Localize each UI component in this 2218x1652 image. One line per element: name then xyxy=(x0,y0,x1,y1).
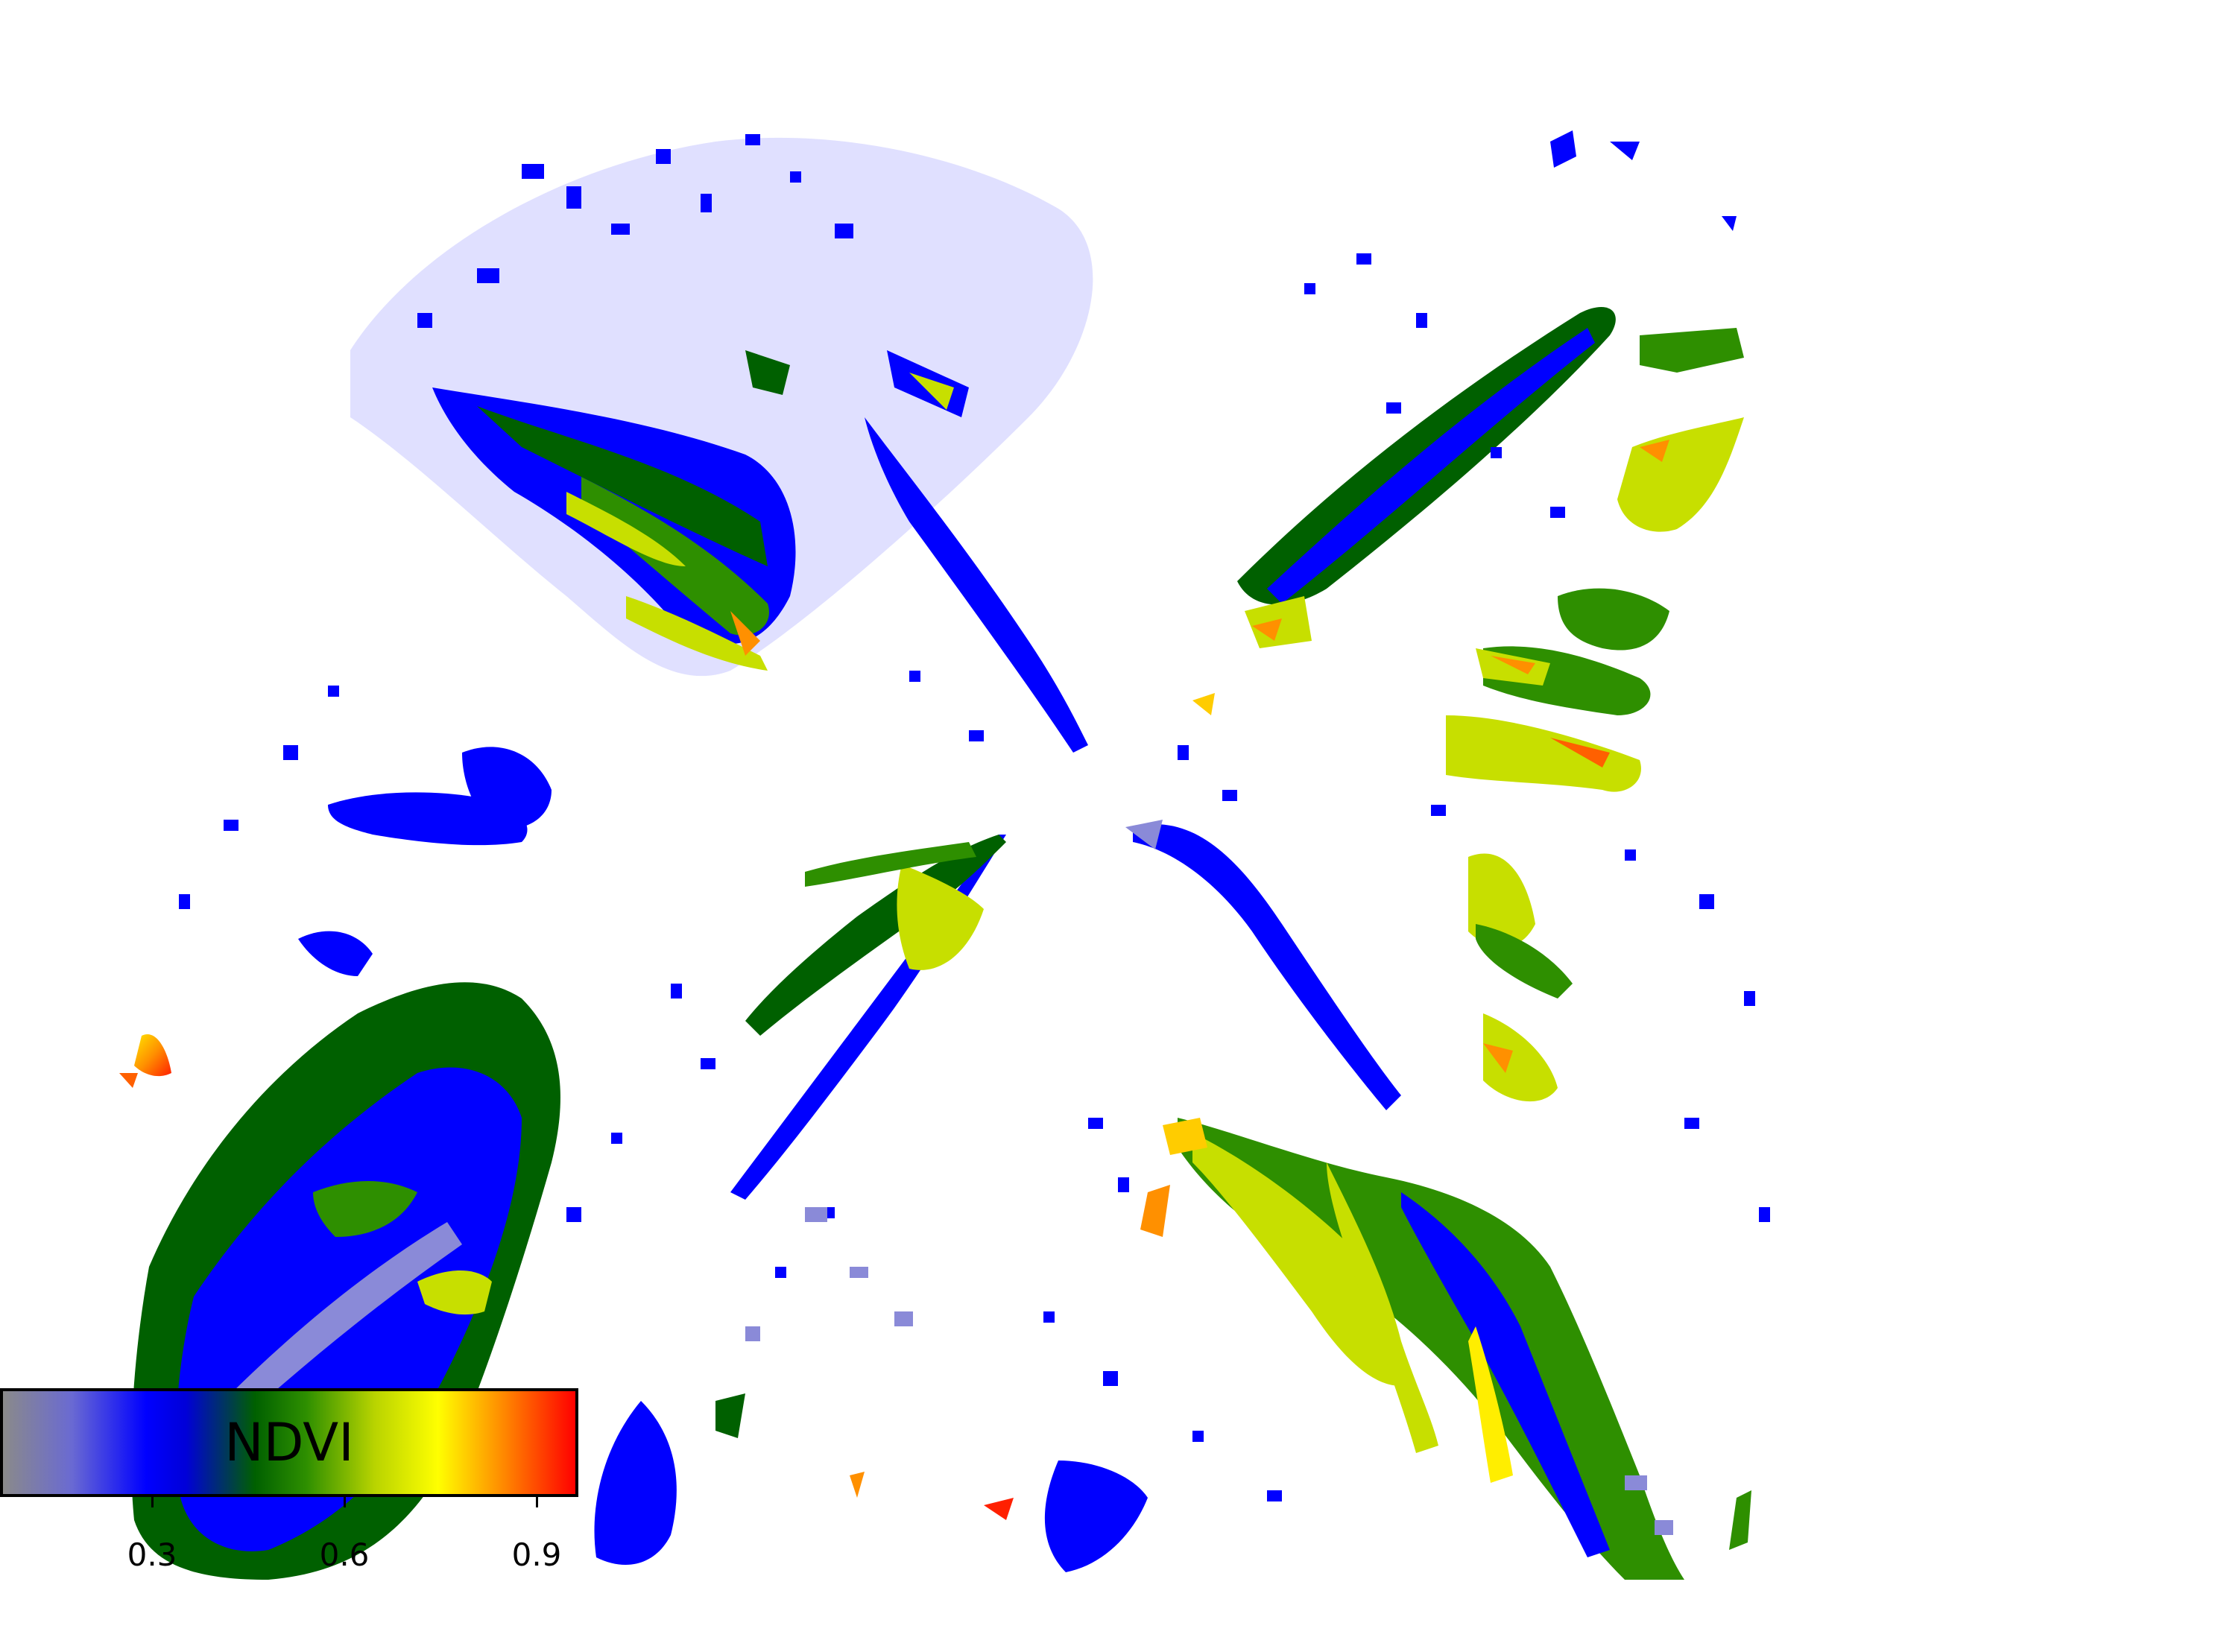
center-veins xyxy=(730,693,1401,1200)
colorbar-tick xyxy=(536,1497,538,1507)
ndvi-colorbar: NDVI xyxy=(0,1388,578,1497)
colorbar-tick xyxy=(344,1497,346,1507)
colorbar-tick-label: 0.9 xyxy=(511,1537,562,1573)
leaf-upper-left xyxy=(350,137,1093,753)
speckle-noise-lavender xyxy=(745,1207,1673,1535)
colorbar-tick-label: 0.3 xyxy=(127,1537,177,1573)
leaf-upper-right xyxy=(1237,130,1744,792)
colorbar-label: NDVI xyxy=(224,1412,354,1473)
colorbar-tick xyxy=(151,1497,154,1507)
leaf-lower-right xyxy=(1044,853,1751,1580)
colorbar-tick-label: 0.6 xyxy=(319,1537,370,1573)
speckle-noise xyxy=(179,134,1770,1501)
